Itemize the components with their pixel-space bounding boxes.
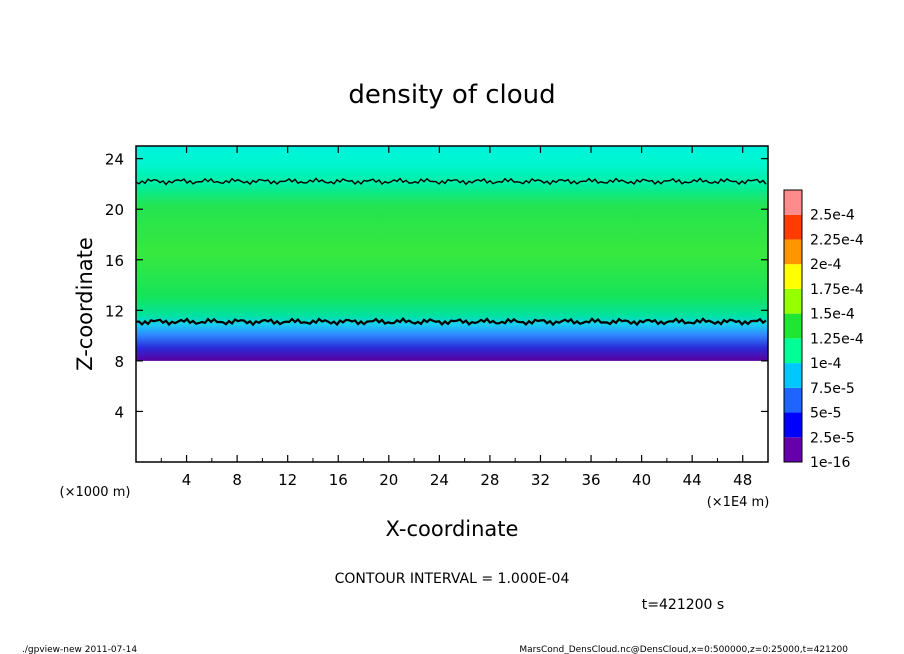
colorbar-label: 1e-4 [810, 356, 842, 372]
colorbar-label: 7.5e-5 [810, 381, 855, 397]
plot-frame [135, 145, 769, 463]
y-unit-label: (×1000 m) [60, 485, 131, 500]
colorbar-swatch [784, 190, 802, 215]
x-tick-label: 8 [232, 471, 242, 489]
x-unit-label: (×1E4 m) [707, 495, 770, 510]
colorbar-label: 2.25e-4 [810, 232, 864, 248]
colorbar-swatch [784, 338, 802, 364]
colorbar-label: 2.5e-4 [810, 208, 855, 224]
x-tick-label: 16 [329, 471, 348, 489]
colorbar-label: 1.5e-4 [810, 307, 855, 323]
contour-lines [135, 177, 767, 327]
contour-line [135, 317, 767, 327]
y-tick-label: 12 [105, 302, 124, 320]
colorbar-label: 2.5e-5 [810, 430, 855, 446]
y-tick-label: 4 [114, 403, 124, 421]
x-tick-label: 28 [480, 471, 499, 489]
footer-right: MarsCond_DensCloud.nc@DensCloud,x=0:5000… [519, 645, 848, 654]
colorbar-swatch [784, 363, 802, 388]
colorbar-swatch [784, 264, 802, 289]
colorbar-swatch [784, 214, 802, 240]
colorbar-label: 1.25e-4 [810, 331, 864, 347]
x-axis-label: X-coordinate [386, 517, 519, 541]
colorbar-label: 5e-5 [810, 406, 841, 422]
x-tick-label: 32 [531, 471, 550, 489]
colorbar-swatch [784, 437, 802, 462]
y-tick-label: 24 [105, 151, 124, 169]
x-tick-label: 24 [430, 471, 449, 489]
y-tick-label: 16 [105, 252, 124, 270]
contour-interval-label: CONTOUR INTERVAL = 1.000E-04 [335, 571, 570, 587]
x-tick-label: 4 [182, 471, 192, 489]
colorbar-swatch [784, 412, 802, 438]
x-tick-label: 48 [733, 471, 752, 489]
y-axis-label: Z-coordinate [73, 237, 97, 371]
time-label: t=421200 s [642, 597, 724, 613]
colorbar-label: 1e-16 [810, 455, 850, 471]
x-tick-label: 44 [683, 471, 702, 489]
x-tick-label: 12 [278, 471, 297, 489]
x-tick-label: 20 [379, 471, 398, 489]
colorbar-swatch [784, 387, 802, 413]
y-tick-label: 20 [105, 201, 124, 219]
colorbar-swatch [784, 313, 802, 339]
x-tick-label: 40 [632, 471, 651, 489]
colorbar: 1e-16 2.5e-5 5e-5 7.5e-5 1e-4 1.25e-4 1.5e-4 1.… [783, 189, 864, 471]
y-tick-label: 8 [114, 353, 124, 371]
colorbar-swatch [784, 288, 802, 314]
colorbar-frame [783, 189, 803, 463]
contour-line [135, 177, 767, 186]
colorbar-label: 2e-4 [810, 257, 842, 273]
colorbar-label: 1.75e-4 [810, 282, 864, 298]
x-tick-label: 36 [581, 471, 600, 489]
chart-title: density of cloud [348, 80, 555, 110]
colorbar-swatch [784, 239, 802, 265]
footer-left: ./gpview-new 2011-07-14 [22, 645, 137, 654]
